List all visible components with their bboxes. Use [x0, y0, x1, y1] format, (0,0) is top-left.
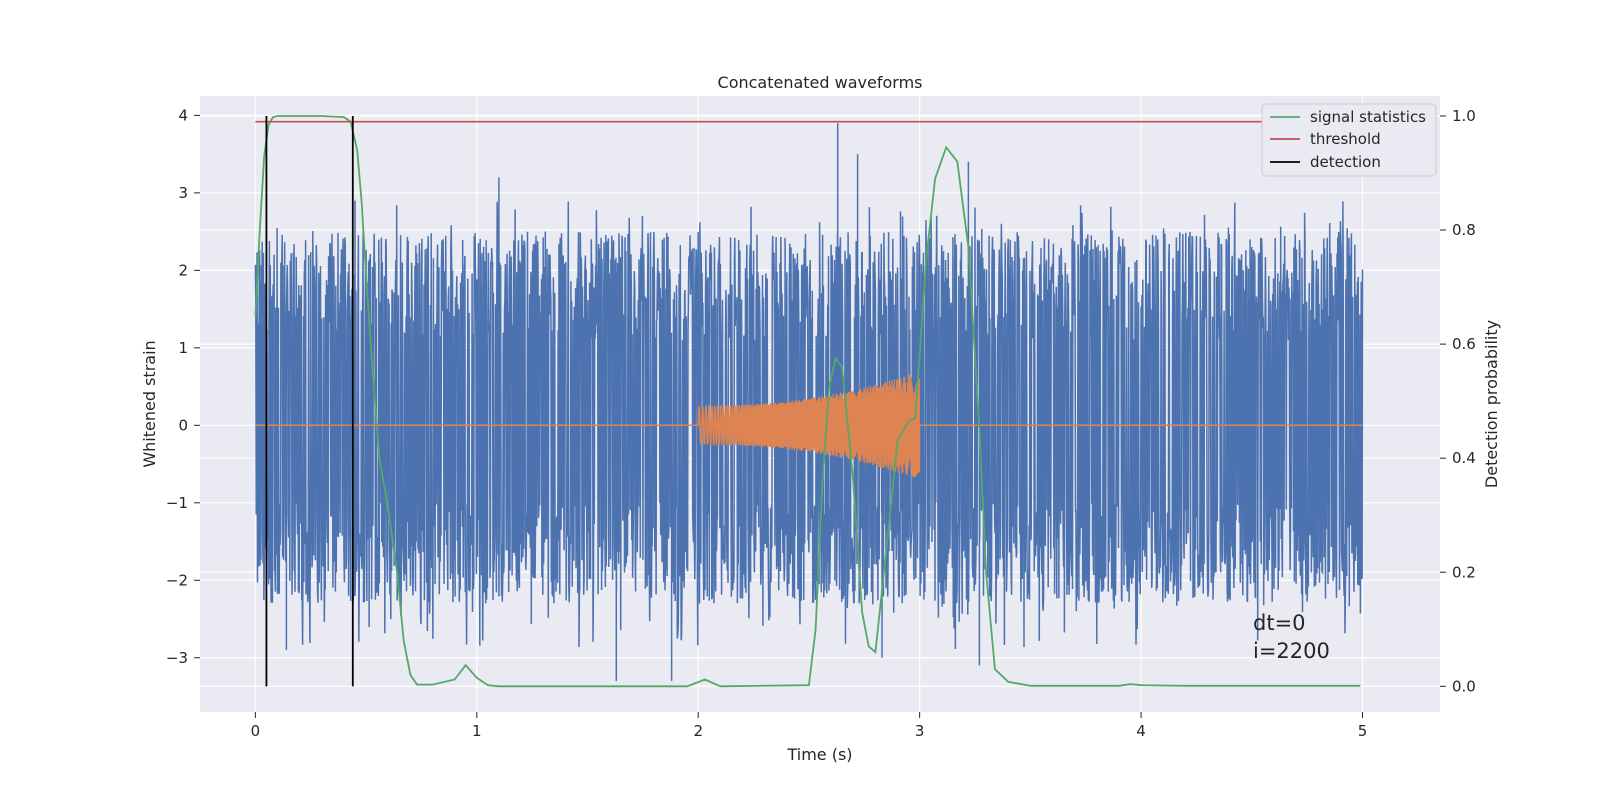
y-tick-label: 0	[178, 416, 188, 434]
y-right-tick-label: 0.2	[1452, 563, 1476, 581]
strain-line	[254, 123, 1364, 681]
x-axis-title: Time (s)	[786, 745, 852, 764]
injection-series	[255, 374, 1363, 478]
y-right-tick-label: 0.6	[1452, 335, 1476, 353]
y-right-tick-label: 0.8	[1452, 221, 1476, 239]
y-tick-label: 4	[178, 106, 188, 124]
y-right-tick-label: 1.0	[1452, 107, 1476, 125]
x-tick-label: 2	[693, 722, 703, 740]
y-tick-label: −1	[166, 494, 188, 512]
y-tick-label: 1	[178, 339, 188, 357]
legend-label-detection: detection	[1310, 153, 1381, 171]
axis-ticks: 0 1 2 3 4 5 −3 −2 −1 0 1 2 3 4 0.0 0.2 0.4 0.6 0.8 1.0	[166, 106, 1476, 740]
y-tick-label: 2	[178, 261, 188, 279]
legend-label-threshold: threshold	[1310, 130, 1381, 148]
chart-title: Concatenated waveforms	[718, 73, 923, 92]
y-tick-label: 3	[178, 184, 188, 202]
x-tick-label: 1	[472, 722, 482, 740]
annotation-i: i=2200	[1253, 639, 1330, 663]
y-axis-right-title: Detection probability	[1482, 320, 1501, 488]
annotation-dt: dt=0	[1253, 611, 1306, 635]
strain-series	[254, 123, 1364, 681]
y-axis-title: Whitened strain	[140, 340, 159, 467]
x-tick-label: 5	[1358, 722, 1368, 740]
injection-line	[255, 374, 1363, 478]
legend-label-signal-statistics: signal statistics	[1310, 108, 1426, 126]
x-tick-label: 4	[1136, 722, 1146, 740]
detection-series	[265, 115, 354, 687]
y-right-tick-label: 0.0	[1452, 677, 1476, 695]
y-tick-label: −3	[166, 649, 188, 667]
legend-box	[1261, 103, 1437, 177]
legend: signal statistics threshold detection	[1261, 103, 1437, 177]
y-right-tick-label: 0.4	[1452, 449, 1476, 467]
x-tick-label: 3	[915, 722, 925, 740]
x-tick-label: 0	[251, 722, 261, 740]
y-tick-label: −2	[166, 571, 188, 589]
